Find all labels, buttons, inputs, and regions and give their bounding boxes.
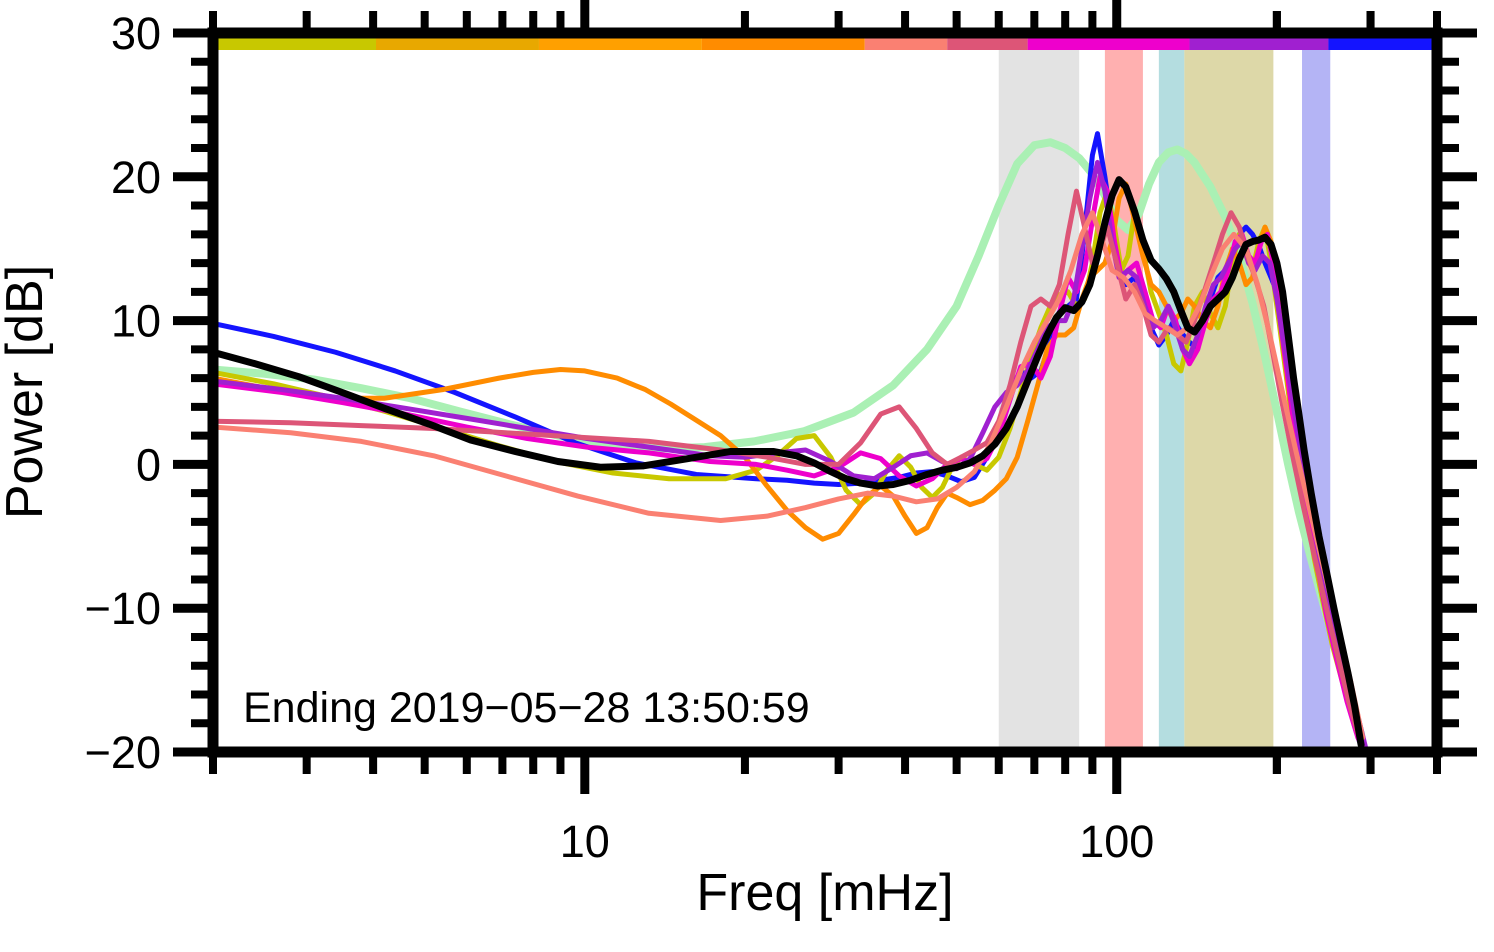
colorbar-segment-0 — [213, 38, 376, 50]
axis-frame — [207, 27, 1443, 758]
band-teal — [1158, 38, 1185, 752]
y-tick-labels: 30 20 10 0 −10 −20 — [85, 8, 161, 778]
colorbar-segment-1 — [375, 38, 539, 50]
x-axis-title: Freq [mHz] — [696, 864, 953, 922]
y-tick-label--10: −10 — [85, 583, 161, 634]
band-pink — [1104, 38, 1143, 752]
y-tick-label--20: −20 — [85, 727, 161, 778]
band-lavender — [1302, 38, 1331, 752]
data-curves — [213, 131, 1370, 752]
series-purple — [213, 159, 1370, 752]
x-tick-label-10: 10 — [560, 816, 610, 867]
colorbar-segment-5 — [947, 38, 1028, 50]
y-tick-label-30: 30 — [111, 8, 161, 59]
y-axis-title: Power [dB] — [0, 265, 54, 519]
ending-timestamp-annotation: Ending 2019−05−28 13:50:59 — [243, 684, 810, 732]
colorbar-segment-6 — [1027, 38, 1190, 50]
y-tick-label-0: 0 — [136, 439, 161, 490]
top-colorbar — [213, 38, 1437, 50]
x-tick-label-100: 100 — [1079, 816, 1154, 867]
x-tick-labels: 10 100 — [560, 816, 1155, 867]
colorbar-segment-2 — [538, 38, 702, 50]
series-smooth-green — [213, 138, 1366, 739]
band-khaki — [1184, 38, 1274, 752]
colorbar-segment-3 — [701, 38, 865, 50]
series-salmon — [213, 210, 1366, 741]
y-tick-label-10: 10 — [111, 296, 161, 347]
axis-ticks — [173, 0, 1477, 794]
y-tick-label-20: 20 — [111, 152, 161, 203]
shaded-bands — [998, 38, 1331, 752]
series-mean — [213, 176, 1365, 749]
colorbar-segment-4 — [864, 38, 948, 50]
colorbar-segment-8 — [1328, 38, 1437, 50]
colorbar-segment-7 — [1189, 38, 1329, 50]
